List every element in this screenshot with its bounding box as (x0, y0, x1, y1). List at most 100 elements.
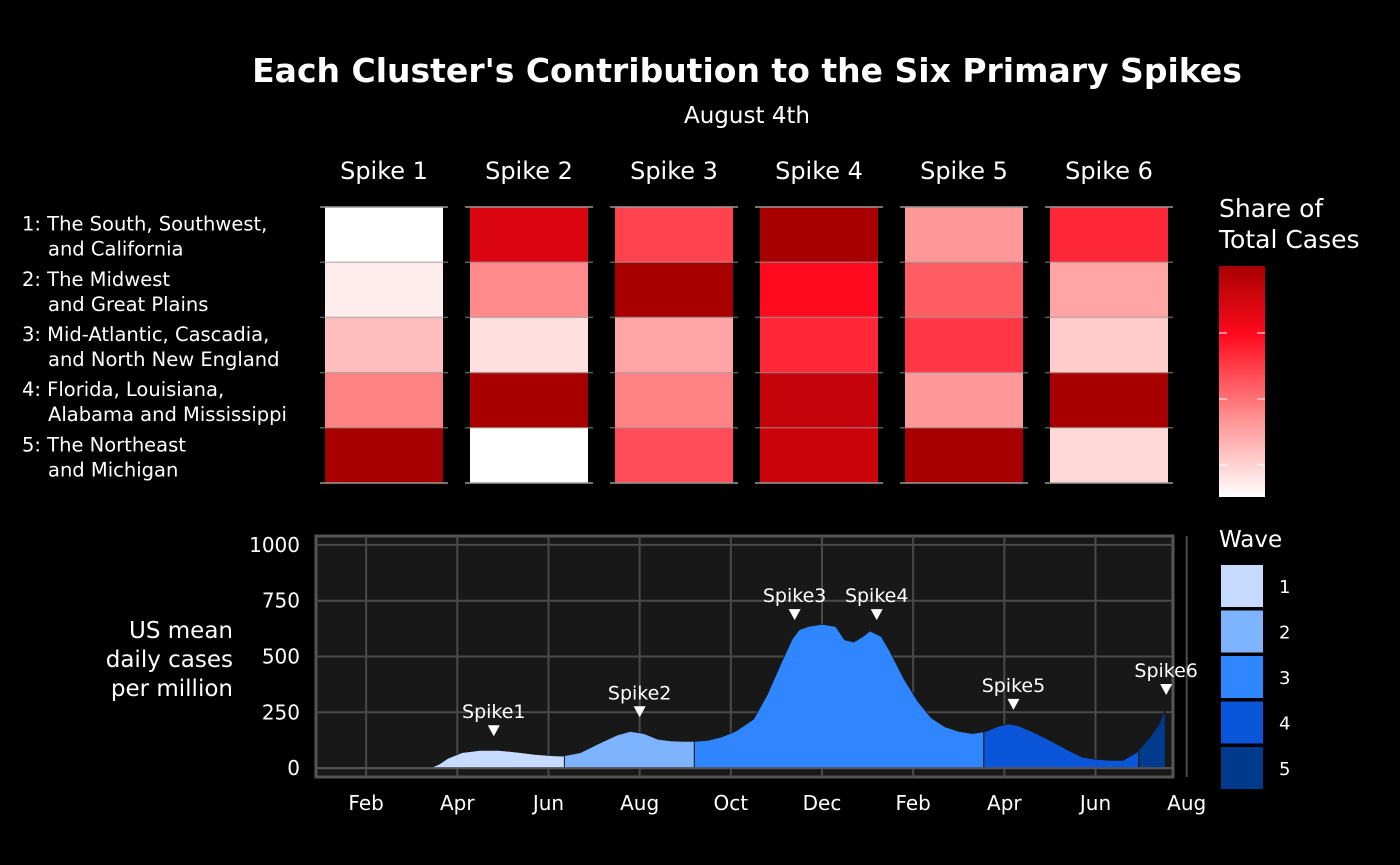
heatmap-panel: Spike 1 Spike 2 Spike 3 Spike 4 Spike 5 Spike… (22, 157, 1173, 484)
wave-area (983, 723, 1140, 769)
wave-legend-label: 4 (1279, 714, 1290, 735)
x-tick-label: Feb (895, 791, 930, 815)
column-header: Spike 5 (920, 157, 1008, 185)
row-label-line1: 4: Florida, Louisiana, (22, 378, 224, 401)
x-tick-label: Dec (803, 791, 842, 815)
row-label-line2: and California (48, 238, 183, 261)
wave-area (693, 623, 985, 769)
heatmap-cell (325, 372, 443, 429)
row-label-line2: and North New England (48, 348, 280, 371)
heatmap-cell (615, 427, 733, 484)
heatmap-cell (615, 317, 733, 374)
share-legend: Share of Total Cases (1218, 194, 1360, 497)
share-legend-title-line1: Share of (1219, 194, 1324, 223)
area-panel: 0 250 500 750 1000 Feb Apr Jun Aug Oct Dec Feb Apr J… (106, 533, 1206, 815)
wave-areas (316, 623, 1173, 770)
row-label-line2: and Great Plains (48, 293, 208, 316)
heatmap-cell (615, 372, 733, 429)
wave-legend-swatch (1221, 656, 1263, 698)
heatmap-cell (905, 372, 1023, 429)
row-label-line1: 2: The Midwest (22, 268, 170, 291)
spike-marker (870, 609, 883, 621)
spike-marker (633, 706, 646, 718)
share-legend-title-line2: Total Cases (1218, 225, 1360, 254)
heatmap-cell (1050, 317, 1168, 374)
column-header: Spike 1 (340, 157, 428, 185)
y-axis-label-line: per million (111, 676, 233, 702)
y-tick-labels: 0 250 500 750 1000 (249, 533, 300, 780)
heatmap-cell (470, 372, 588, 429)
chart-subtitle: August 4th (684, 103, 810, 129)
heatmap-cell (615, 262, 733, 318)
wave-legend-label: 5 (1279, 759, 1290, 780)
wave-legend-label: 2 (1279, 623, 1290, 644)
wave-legend-label: 3 (1279, 668, 1290, 689)
row-label-line1: 1: The South, Southwest, (22, 213, 267, 236)
heatmap-cell (760, 317, 878, 374)
row-label-line1: 3: Mid-Atlantic, Cascadia, (22, 323, 269, 346)
column-header: Spike 4 (775, 157, 863, 185)
x-tick-label: Aug (620, 791, 659, 815)
wave-legend-swatch (1221, 747, 1263, 789)
heatmap-cell (325, 317, 443, 374)
spike-label: Spike6 (1134, 660, 1198, 682)
y-axis-label: US mean daily cases per million (106, 618, 233, 702)
heatmap-cell (905, 262, 1023, 318)
heatmap-cell (325, 427, 443, 484)
spike-label: Spike2 (608, 682, 672, 704)
column-header: Spike 6 (1065, 157, 1153, 185)
spike-label: Spike3 (763, 585, 827, 607)
wave-legend-label: 1 (1279, 577, 1290, 598)
x-tick-label: Oct (714, 791, 749, 815)
share-colorbar-ticks (1219, 332, 1265, 466)
heatmap-cell (905, 207, 1023, 263)
heatmap-cell (1050, 207, 1168, 263)
wave-legend-items: 1 2 3 4 5 (1221, 565, 1290, 789)
heatmap-cell (1050, 372, 1168, 429)
heatmap-cell (905, 317, 1023, 374)
heatmap-cell (470, 262, 588, 318)
heatmap-cell (905, 427, 1023, 484)
spike-marker (1007, 698, 1020, 710)
y-axis-label-line: daily cases (106, 647, 233, 673)
y-tick-label: 0 (287, 756, 300, 780)
x-tick-label: Feb (348, 791, 383, 815)
spike-marker (788, 609, 801, 621)
heatmap-cell (760, 262, 878, 318)
heatmap-cell (470, 207, 588, 263)
column-header: Spike 2 (485, 157, 573, 185)
spike-marker (1160, 683, 1173, 695)
spike-annotations: Spike1 Spike2 Spike3 Spike4 Spike5 Spike6 (462, 585, 1198, 737)
row-label-line1: 5: The Northeast (22, 433, 186, 456)
heatmap-cell (760, 207, 878, 263)
spike-label: Spike1 (462, 701, 526, 723)
y-tick-label: 750 (262, 589, 300, 613)
heatmap-cell (325, 262, 443, 318)
y-axis-label-line: US mean (129, 618, 233, 644)
heatmap-cell (470, 427, 588, 484)
spike-marker (487, 725, 500, 737)
y-tick-label: 500 (262, 645, 300, 669)
x-tick-label: Apr (987, 791, 1022, 815)
wave-legend-swatch (1221, 701, 1263, 744)
y-tick-label: 250 (262, 700, 300, 724)
wave-legend-swatch (1221, 610, 1263, 653)
wave-legend-swatch (1221, 565, 1263, 607)
chart-title: Each Cluster's Contribution to the Six P… (252, 51, 1242, 90)
spike-label: Spike5 (982, 675, 1046, 697)
row-label-line2: and Michigan (48, 458, 178, 481)
share-colorbar (1219, 266, 1265, 497)
heatmap-cell (1050, 427, 1168, 484)
heatmap-cell (1050, 262, 1168, 318)
row-label-line2: Alabama and Mississippi (48, 403, 287, 426)
x-tick-label: Apr (440, 791, 475, 815)
y-tick-label: 1000 (249, 533, 300, 557)
x-tick-label: Jun (1078, 791, 1111, 815)
x-tick-labels: Feb Apr Jun Aug Oct Dec Feb Apr Jun Aug (348, 791, 1206, 815)
wave-legend: Wave 1 2 3 4 5 (1219, 527, 1290, 789)
heatmap-cell (615, 207, 733, 263)
wave-legend-title: Wave (1219, 527, 1282, 553)
heatmap-cell (470, 317, 588, 374)
spike-label: Spike4 (845, 585, 909, 607)
